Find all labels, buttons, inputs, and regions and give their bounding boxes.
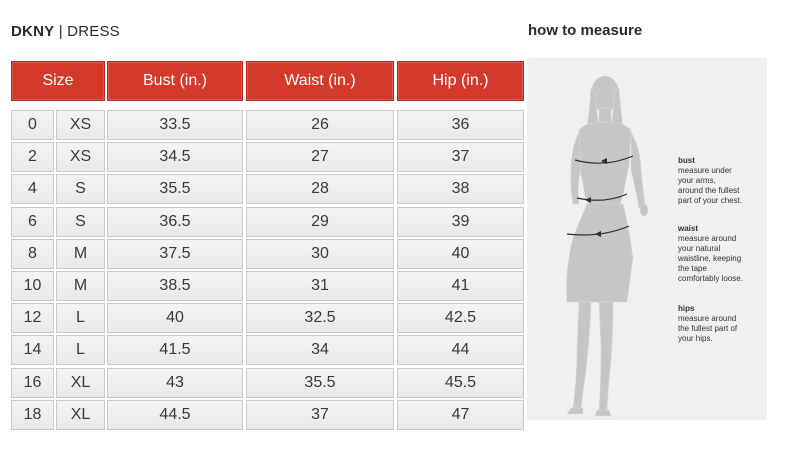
waist-cell: 30: [246, 238, 394, 269]
hips-line: your hips.: [678, 334, 713, 343]
how-to-measure-title: how to measure: [528, 22, 643, 39]
size-number-cell: 10: [11, 271, 54, 301]
hip-cell: 42.5: [397, 303, 524, 334]
bust-arrow-icon: [601, 158, 607, 164]
bust-cell: 33.5: [107, 110, 243, 140]
brand-category: DRESS: [67, 23, 120, 40]
waist-line: comfortably loose.: [678, 274, 743, 283]
bust-instructions: bust measure under your arms, around the…: [678, 156, 742, 206]
bust-line: part of your chest.: [678, 196, 743, 205]
size-letter-cell: L: [56, 335, 105, 366]
hip-arrow-icon: [595, 231, 601, 237]
size-number-cell: 14: [11, 335, 54, 366]
hips-line: the fullest part of: [678, 324, 738, 333]
waist-line: the tape: [678, 264, 707, 273]
waist-arrow-icon: [585, 197, 591, 203]
hips-instructions: hips measure around the fullest part of …: [678, 304, 737, 344]
waist-line: measure around: [678, 234, 737, 243]
hip-cell: 44: [397, 335, 524, 366]
size-letter-cell: M: [56, 238, 105, 269]
waist-line: waistline, keeping: [678, 254, 742, 263]
waist-title: waist: [678, 224, 699, 233]
bust-tape: [574, 155, 634, 164]
brand-separator: |: [58, 23, 63, 40]
bust-cell: 38.5: [107, 271, 243, 301]
bust-line: measure under: [678, 166, 732, 175]
hip-cell: 41: [397, 271, 524, 301]
waist-instructions: waist measure around your natural waistl…: [678, 224, 743, 284]
brand-name: DKNY: [11, 23, 55, 40]
size-letter-cell: S: [56, 174, 105, 205]
hip-cell: 38: [397, 174, 524, 205]
size-number-cell: 6: [11, 206, 54, 237]
waist-cell: 26: [246, 110, 394, 140]
woman-silhouette-figure: [566, 75, 649, 417]
hip-cell: 37: [397, 142, 524, 173]
size-number-cell: 18: [11, 399, 54, 430]
size-letter-cell: XS: [56, 110, 105, 140]
bust-cell: 36.5: [107, 206, 243, 237]
size-letter-cell: XS: [56, 142, 105, 173]
bust-cell: 34.5: [107, 142, 243, 173]
waist-line: your natural: [678, 244, 721, 253]
waist-cell: 29: [246, 206, 394, 237]
hip-cell: 39: [397, 206, 524, 237]
header-waist: Waist (in.): [246, 61, 394, 101]
size-number-cell: 0: [11, 110, 54, 140]
hip-cell: 45.5: [397, 367, 524, 398]
size-letter-cell: L: [56, 303, 105, 334]
hip-cell: 36: [397, 110, 524, 140]
brand-title: DKNY | DRESS: [11, 23, 120, 40]
size-number-cell: 8: [11, 238, 54, 269]
size-letter-cell: XL: [56, 399, 105, 430]
bust-line: your arms,: [678, 176, 716, 185]
bust-cell: 43: [107, 367, 243, 398]
header-hip: Hip (in.): [397, 61, 524, 101]
hips-title: hips: [678, 304, 695, 313]
header-size: Size: [11, 61, 105, 101]
waist-cell: 34: [246, 335, 394, 366]
size-number-cell: 16: [11, 367, 54, 398]
header-bust: Bust (in.): [107, 61, 243, 101]
hip-cell: 47: [397, 399, 524, 430]
size-letter-cell: S: [56, 206, 105, 237]
bust-cell: 40: [107, 303, 243, 334]
hips-line: measure around: [678, 314, 737, 323]
bust-cell: 35.5: [107, 174, 243, 205]
size-number-cell: 12: [11, 303, 54, 334]
bust-cell: 41.5: [107, 335, 243, 366]
waist-cell: 28: [246, 174, 394, 205]
waist-cell: 32.5: [246, 303, 394, 334]
size-number-cell: 2: [11, 142, 54, 173]
waist-cell: 31: [246, 271, 394, 301]
bust-title: bust: [678, 156, 695, 165]
waist-cell: 35.5: [246, 367, 394, 398]
measure-guide-panel: [527, 58, 767, 420]
waist-tape: [576, 193, 628, 201]
waist-cell: 37: [246, 399, 394, 430]
bust-cell: 37.5: [107, 238, 243, 269]
waist-cell: 27: [246, 142, 394, 173]
hip-cell: 40: [397, 238, 524, 269]
size-number-cell: 4: [11, 174, 54, 205]
bust-cell: 44.5: [107, 399, 243, 430]
size-letter-cell: M: [56, 271, 105, 301]
size-letter-cell: XL: [56, 367, 105, 398]
bust-line: around the fullest: [678, 186, 740, 195]
